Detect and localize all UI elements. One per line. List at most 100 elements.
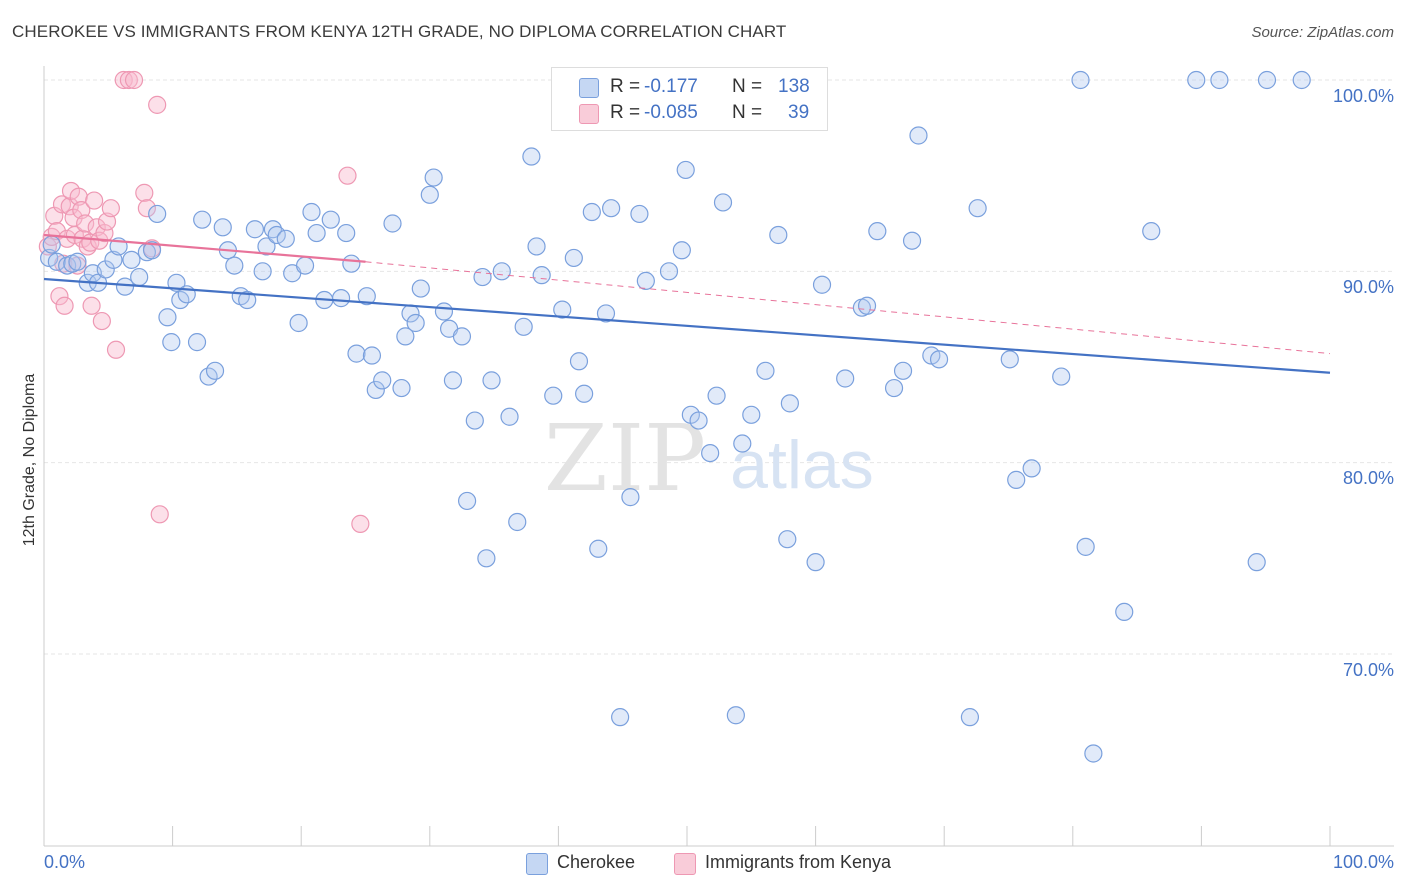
cherokee-point — [465, 411, 484, 430]
cherokee-point — [1084, 744, 1103, 763]
cherokee-point — [806, 553, 825, 572]
cherokee-point — [205, 361, 225, 380]
cherokee-point — [276, 229, 295, 248]
cherokee-point — [1115, 602, 1134, 622]
x-tick-100: 100.0% — [1332, 852, 1394, 872]
cherokee-point — [342, 254, 361, 273]
cherokee-point — [383, 214, 402, 233]
cherokee-point — [406, 313, 425, 333]
cherokee-point — [307, 223, 326, 243]
chart-title: CHEROKEE VS IMMIGRANTS FROM KENYA 12TH G… — [12, 22, 787, 41]
cherokee-point — [392, 378, 411, 398]
cherokee-point — [575, 384, 594, 403]
cherokee-point — [302, 202, 321, 222]
cherokee-point — [544, 386, 563, 405]
cherokee-point — [630, 204, 649, 224]
cherokee-point — [47, 252, 66, 271]
cherokee-point — [676, 160, 695, 180]
kenya-point — [95, 223, 114, 243]
kenya-point — [119, 70, 138, 90]
cherokee-point — [187, 333, 207, 352]
kenya-point — [338, 166, 357, 185]
cherokee-point — [295, 256, 315, 275]
cherokee-point — [373, 371, 392, 390]
y-tick-90: 90.0% — [1342, 277, 1394, 297]
cherokee-trend-line — [43, 277, 1331, 374]
cherokee-point — [589, 539, 608, 558]
cherokee-point — [42, 235, 61, 254]
watermark: ZIP atlas — [544, 405, 874, 512]
cherokee-point — [130, 267, 149, 287]
cherokee-point — [836, 369, 855, 388]
cherokee-point — [238, 290, 257, 310]
kenya-point — [92, 311, 111, 331]
kenya-point — [351, 514, 370, 533]
cherokee-point — [884, 378, 904, 398]
cherokee-point — [245, 220, 265, 239]
stats-legend: R = -0.177 N = 138 R = -0.085 N = 39 — [551, 67, 828, 131]
kenya-point — [150, 505, 169, 524]
cherokee-point — [868, 222, 887, 241]
y-tick-100: 100.0% — [1332, 86, 1394, 106]
cherokee-point — [1071, 70, 1090, 90]
cherokee-point — [553, 300, 572, 319]
cherokee-point — [893, 361, 913, 380]
n-value: 39 — [788, 102, 810, 123]
kenya-trend-extension — [365, 261, 1331, 355]
cherokee-point — [611, 708, 630, 727]
cherokee-point — [602, 199, 621, 218]
kenya-point — [50, 287, 69, 306]
kenya-point — [148, 95, 167, 114]
cherokee-point — [1076, 537, 1095, 556]
cherokee-point — [1022, 459, 1041, 478]
r-value: -0.085 — [644, 102, 698, 123]
cherokee-point — [457, 491, 477, 511]
cherokee-legend-swatch-icon — [526, 853, 548, 875]
cherokee-point — [672, 241, 691, 260]
kenya-point — [101, 199, 120, 218]
stats-row-kenya: R = -0.085 N = 39 — [552, 100, 827, 126]
cherokee-point — [532, 266, 551, 285]
cherokee-point — [636, 271, 655, 290]
cherokee-point — [582, 202, 601, 222]
cherokee-point — [1000, 350, 1019, 369]
cherokee-point — [122, 250, 141, 269]
watermark-atlas: atlas — [730, 427, 874, 503]
kenya-point — [55, 296, 74, 315]
cherokee-point — [522, 147, 541, 166]
kenya-point — [137, 199, 156, 218]
cherokee-point — [158, 308, 177, 327]
cherokee-point — [742, 405, 761, 424]
cherokee-point — [357, 287, 376, 306]
cherokee-point — [857, 296, 877, 315]
cherokee-point — [167, 273, 186, 292]
kenya-point — [82, 296, 101, 315]
cherokee-point — [1247, 553, 1266, 572]
cherokee-point — [812, 275, 832, 294]
kenya-point — [106, 340, 126, 359]
cherokee-point — [193, 210, 212, 229]
cherokee-point — [115, 277, 135, 296]
legend-label: Immigrants from Kenya — [705, 852, 892, 872]
cherokee-point — [1257, 70, 1277, 90]
kenya-point — [76, 214, 95, 233]
cherokee-point — [713, 193, 733, 212]
cherokee-point — [929, 350, 949, 369]
n-value: 138 — [778, 76, 810, 97]
cherokee-point — [213, 218, 232, 237]
stats-row-cherokee: R = -0.177 N = 138 — [552, 74, 827, 100]
watermark-zip: ZIP — [544, 405, 706, 512]
cherokee-point — [396, 327, 415, 346]
cherokee-point — [707, 386, 726, 405]
cherokee-point — [331, 289, 351, 308]
cherokee-point — [1007, 470, 1026, 489]
n-label: N = — [732, 102, 763, 123]
kenya-point — [97, 212, 117, 231]
cherokee-point — [420, 185, 439, 204]
cherokee-point — [366, 380, 385, 400]
cherokee-point — [411, 279, 430, 298]
cherokee-point — [902, 231, 922, 250]
kenya-trend-line — [43, 233, 366, 263]
kenya-point — [135, 183, 154, 202]
